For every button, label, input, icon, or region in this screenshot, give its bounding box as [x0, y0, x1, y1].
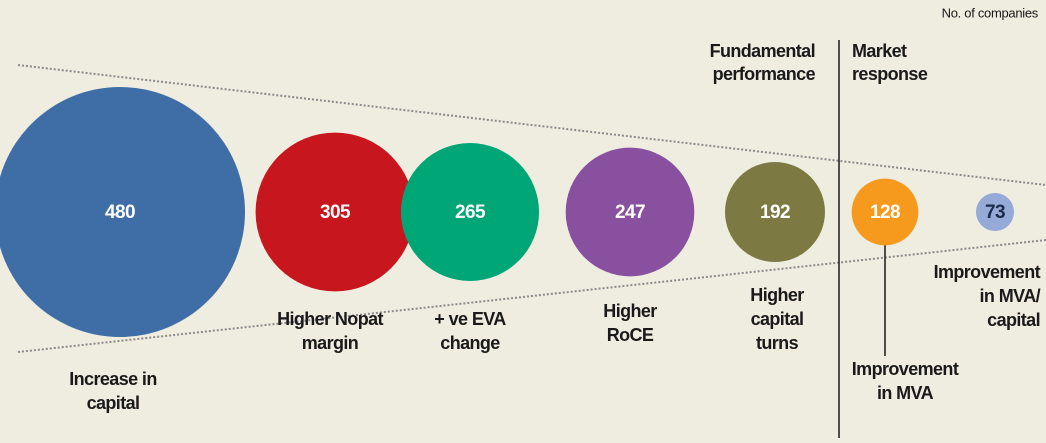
- category-label: in MVA/: [980, 286, 1041, 306]
- bubble: [400, 142, 540, 282]
- category-label: margin: [302, 333, 358, 353]
- bubble: [255, 132, 415, 292]
- section-label: Fundamental: [710, 41, 815, 61]
- value-label: 265: [455, 202, 486, 223]
- value-label: 73: [985, 202, 1005, 223]
- value-label: 247: [615, 202, 645, 223]
- category-label: Higher Nopat: [277, 309, 383, 329]
- bubble: [0, 87, 245, 337]
- value-label: 192: [760, 202, 790, 223]
- category-label: Higher: [750, 285, 804, 305]
- category-label: capital: [87, 393, 140, 413]
- category-label: RoCE: [607, 325, 654, 345]
- section-label: response: [852, 64, 928, 84]
- bubble: [725, 162, 825, 262]
- category-label: Improvement: [934, 262, 1041, 282]
- bubble: [975, 192, 1015, 232]
- bubble: [851, 178, 919, 246]
- category-label: Improvement: [852, 359, 959, 379]
- section-label: Market: [852, 41, 907, 61]
- bubble: [565, 147, 695, 277]
- category-label: change: [440, 333, 500, 353]
- category-label: Increase in: [69, 369, 156, 389]
- funnel-top: [17, 64, 1046, 186]
- value-label: 128: [870, 202, 900, 223]
- unit-label: No. of companies: [942, 5, 1039, 20]
- category-label: capital: [987, 310, 1040, 330]
- category-label: + ve EVA: [434, 309, 506, 329]
- category-label: turns: [756, 333, 799, 353]
- value-label: 305: [320, 202, 351, 223]
- category-label: in MVA: [877, 383, 934, 403]
- value-label: 480: [105, 202, 135, 223]
- category-label: Higher: [603, 301, 657, 321]
- category-label: capital: [751, 309, 804, 329]
- section-label: performance: [713, 64, 816, 84]
- funnel-bottom: [17, 239, 1046, 353]
